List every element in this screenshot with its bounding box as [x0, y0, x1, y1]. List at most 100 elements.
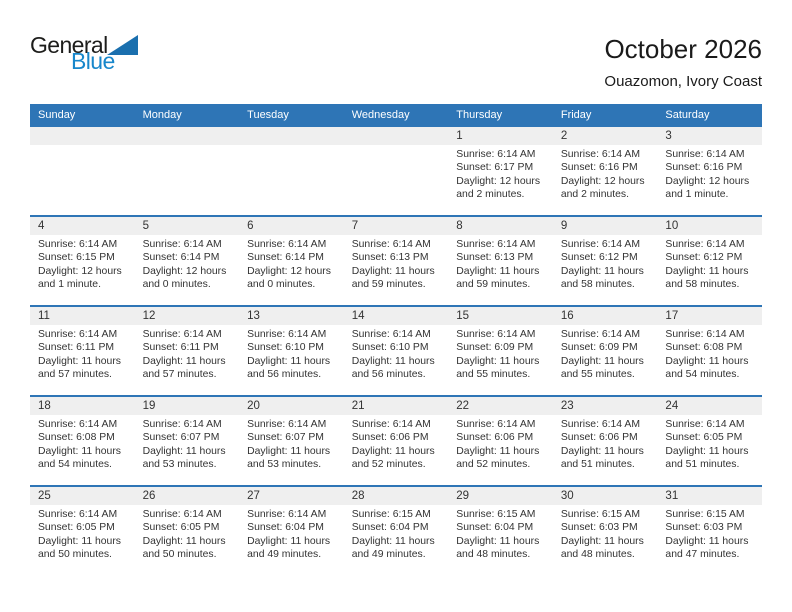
day-cell: 24 Sunrise: 6:14 AM Sunset: 6:05 PM Dayligh… [657, 397, 762, 485]
day-details: Sunrise: 6:14 AM Sunset: 6:17 PM Daylight:… [448, 145, 553, 202]
weekday-label-thursday: Thursday [456, 108, 503, 121]
day-details: Sunrise: 6:14 AM Sunset: 6:08 PM Daylight:… [657, 325, 762, 382]
day-cell: 19 Sunrise: 6:14 AM Sunset: 6:07 PM Dayligh… [134, 397, 240, 485]
sunset-text: Sunset: 6:05 PM [665, 432, 743, 444]
day-cell: 16 Sunrise: 6:14 AM Sunset: 6:09 PM Dayligh… [552, 307, 658, 395]
day-number: 30 [552, 487, 658, 505]
daylight-text: Daylight: 11 hours and 51 minutes. [560, 445, 644, 471]
day-cell: 10 Sunrise: 6:14 AM Sunset: 6:12 PM Dayligh… [657, 217, 762, 305]
sunset-text: Sunset: 6:17 PM [456, 162, 534, 174]
day-details: Sunrise: 6:14 AM Sunset: 6:05 PM Daylight:… [657, 415, 762, 472]
month-title: October 2026 [604, 34, 762, 64]
day-cell: 28 Sunrise: 6:15 AM Sunset: 6:04 PM Dayligh… [343, 487, 449, 575]
sunset-text: Sunset: 6:08 PM [38, 432, 115, 444]
day-details: Sunrise: 6:14 AM Sunset: 6:09 PM Daylight:… [448, 325, 553, 382]
day-cell: 29 Sunrise: 6:15 AM Sunset: 6:04 PM Dayligh… [448, 487, 553, 575]
day-cell: 8 Sunrise: 6:14 AM Sunset: 6:13 PM Daylight… [448, 217, 553, 305]
day-cell-empty [343, 127, 449, 215]
daylight-text: Daylight: 11 hours and 49 minutes. [247, 535, 331, 561]
day-cell: 12 Sunrise: 6:14 AM Sunset: 6:11 PM Dayligh… [134, 307, 240, 395]
sunrise-text: Sunrise: 6:14 AM [142, 329, 222, 340]
day-cell: 14 Sunrise: 6:14 AM Sunset: 6:10 PM Dayligh… [343, 307, 449, 395]
day-cell: 13 Sunrise: 6:14 AM Sunset: 6:10 PM Dayligh… [239, 307, 344, 395]
day-number: 22 [448, 397, 553, 415]
daylight-text: Daylight: 12 hours and 2 minutes. [560, 175, 645, 201]
sunset-text: Sunset: 6:06 PM [456, 432, 534, 444]
day-details: Sunrise: 6:14 AM Sunset: 6:05 PM Daylight:… [30, 505, 135, 562]
sunrise-text: Sunrise: 6:14 AM [665, 239, 745, 250]
daylight-text: Daylight: 11 hours and 50 minutes. [38, 535, 121, 561]
day-cell-empty [134, 127, 240, 215]
day-number [343, 127, 449, 145]
sunrise-text: Sunrise: 6:14 AM [665, 419, 745, 430]
day-details: Sunrise: 6:15 AM Sunset: 6:03 PM Daylight:… [553, 505, 658, 562]
day-cell: 11 Sunrise: 6:14 AM Sunset: 6:11 PM Dayligh… [30, 307, 135, 395]
day-number: 29 [448, 487, 553, 505]
sunset-text: Sunset: 6:12 PM [665, 252, 743, 264]
weekday-label-monday: Monday [142, 108, 182, 121]
day-details: Sunrise: 6:14 AM Sunset: 6:04 PM Daylight:… [239, 505, 344, 562]
sunset-text: Sunset: 6:10 PM [351, 342, 429, 354]
day-cell: 1 Sunrise: 6:14 AM Sunset: 6:17 PM Daylight… [448, 127, 553, 215]
daylight-text: Daylight: 11 hours and 47 minutes. [665, 535, 749, 561]
day-number: 15 [448, 307, 553, 325]
sunset-text: Sunset: 6:14 PM [142, 252, 220, 264]
day-number: 28 [343, 487, 449, 505]
sunset-text: Sunset: 6:04 PM [351, 522, 429, 534]
sunrise-text: Sunrise: 6:14 AM [247, 509, 327, 520]
sunrise-text: Sunrise: 6:14 AM [142, 239, 222, 250]
sunrise-text: Sunrise: 6:14 AM [456, 149, 536, 160]
sunrise-text: Sunrise: 6:14 AM [38, 239, 118, 250]
sunrise-text: Sunrise: 6:14 AM [247, 329, 327, 340]
day-number: 10 [657, 217, 762, 235]
sunrise-text: Sunrise: 6:14 AM [456, 239, 536, 250]
day-cell: 20 Sunrise: 6:14 AM Sunset: 6:07 PM Dayligh… [239, 397, 344, 485]
day-details: Sunrise: 6:14 AM Sunset: 6:07 PM Daylight:… [135, 415, 240, 472]
day-details: Sunrise: 6:14 AM Sunset: 6:14 PM Daylight:… [239, 235, 344, 292]
day-number: 19 [134, 397, 240, 415]
day-details [239, 145, 344, 148]
week-row: 18 Sunrise: 6:14 AM Sunset: 6:08 PM Dayligh… [30, 395, 762, 485]
sunset-text: Sunset: 6:05 PM [38, 522, 115, 534]
day-cell: 31 Sunrise: 6:15 AM Sunset: 6:03 PM Dayligh… [657, 487, 762, 575]
day-details: Sunrise: 6:14 AM Sunset: 6:06 PM Daylight:… [448, 415, 553, 472]
day-number: 21 [343, 397, 449, 415]
daylight-text: Daylight: 11 hours and 54 minutes. [665, 355, 749, 381]
sunset-text: Sunset: 6:03 PM [665, 522, 743, 534]
day-details: Sunrise: 6:14 AM Sunset: 6:08 PM Daylight:… [30, 415, 135, 472]
sunrise-text: Sunrise: 6:14 AM [38, 509, 118, 520]
day-details: Sunrise: 6:14 AM Sunset: 6:10 PM Daylight:… [344, 325, 449, 382]
day-cell: 26 Sunrise: 6:14 AM Sunset: 6:05 PM Dayligh… [134, 487, 240, 575]
day-number: 26 [134, 487, 240, 505]
day-cell: 23 Sunrise: 6:14 AM Sunset: 6:06 PM Dayligh… [552, 397, 658, 485]
logo-triangle-icon [106, 35, 138, 55]
week-row: 11 Sunrise: 6:14 AM Sunset: 6:11 PM Dayligh… [30, 305, 762, 395]
day-number: 3 [657, 127, 762, 145]
sunset-text: Sunset: 6:09 PM [456, 342, 534, 354]
day-number: 5 [134, 217, 240, 235]
day-details: Sunrise: 6:14 AM Sunset: 6:16 PM Daylight:… [553, 145, 658, 202]
day-details: Sunrise: 6:15 AM Sunset: 6:04 PM Daylight:… [344, 505, 449, 562]
sunrise-text: Sunrise: 6:15 AM [351, 509, 431, 520]
week-row: 1 Sunrise: 6:14 AM Sunset: 6:17 PM Daylight… [30, 125, 762, 215]
day-number: 1 [448, 127, 553, 145]
day-details [30, 145, 135, 148]
daylight-text: Daylight: 11 hours and 55 minutes. [560, 355, 644, 381]
day-number: 7 [343, 217, 449, 235]
day-details: Sunrise: 6:14 AM Sunset: 6:11 PM Daylight:… [135, 325, 240, 382]
sunrise-text: Sunrise: 6:15 AM [456, 509, 536, 520]
weekday-label-sunday: Sunday [38, 108, 76, 121]
day-details: Sunrise: 6:14 AM Sunset: 6:12 PM Daylight:… [553, 235, 658, 292]
day-number: 17 [657, 307, 762, 325]
daylight-text: Daylight: 11 hours and 56 minutes. [247, 355, 331, 381]
daylight-text: Daylight: 12 hours and 2 minutes. [456, 175, 541, 201]
day-details: Sunrise: 6:14 AM Sunset: 6:11 PM Daylight:… [30, 325, 135, 382]
sunset-text: Sunset: 6:06 PM [351, 432, 429, 444]
day-cell-empty [239, 127, 344, 215]
sunset-text: Sunset: 6:04 PM [456, 522, 534, 534]
day-number: 25 [30, 487, 135, 505]
sunrise-text: Sunrise: 6:14 AM [560, 329, 640, 340]
sunrise-text: Sunrise: 6:14 AM [351, 239, 431, 250]
daylight-text: Daylight: 11 hours and 58 minutes. [560, 265, 644, 291]
